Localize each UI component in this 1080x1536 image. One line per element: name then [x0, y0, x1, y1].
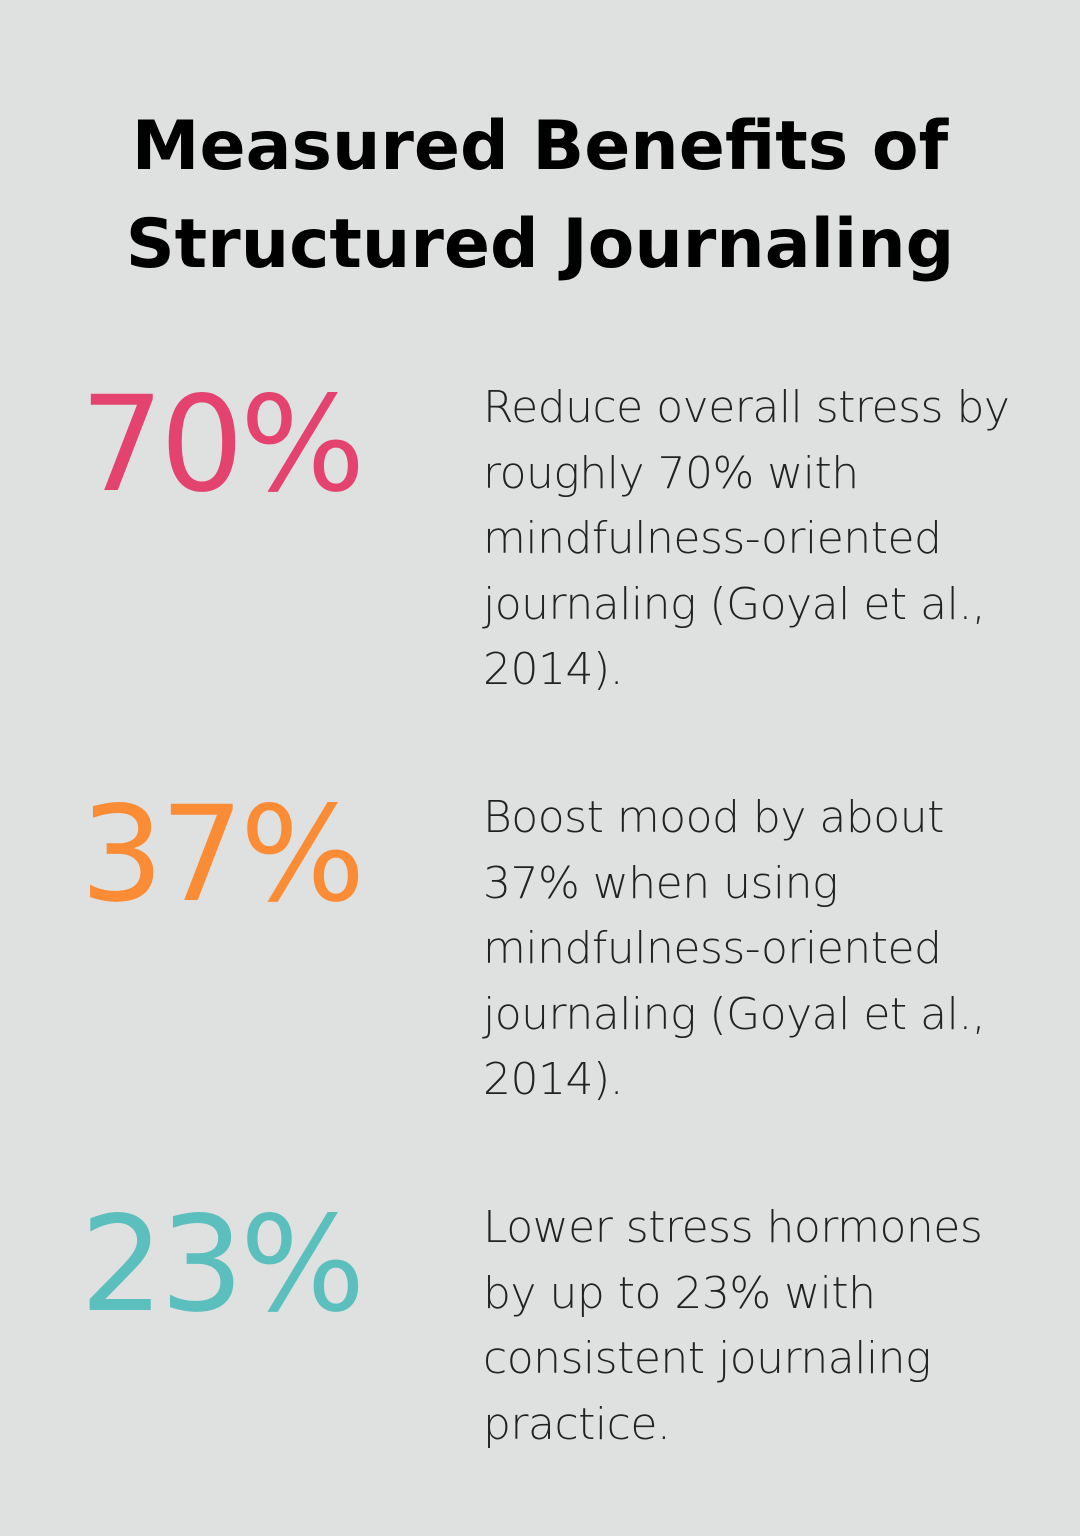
page-title: Measured Benefits of Structured Journali…: [125, 107, 955, 284]
stat-value-mood: 37%: [80, 778, 365, 932]
stat-description-hormones: Lower stress hormones by up to 23% with …: [483, 1202, 983, 1450]
stat-description-mood: Boost mood by about 37% when using mindf…: [483, 792, 986, 1105]
stat-value-hormones: 23%: [80, 1188, 365, 1342]
stat-value-stress: 70%: [80, 368, 365, 522]
stat-description-stress: Reduce overall stress by roughly 70% wit…: [483, 382, 1010, 695]
